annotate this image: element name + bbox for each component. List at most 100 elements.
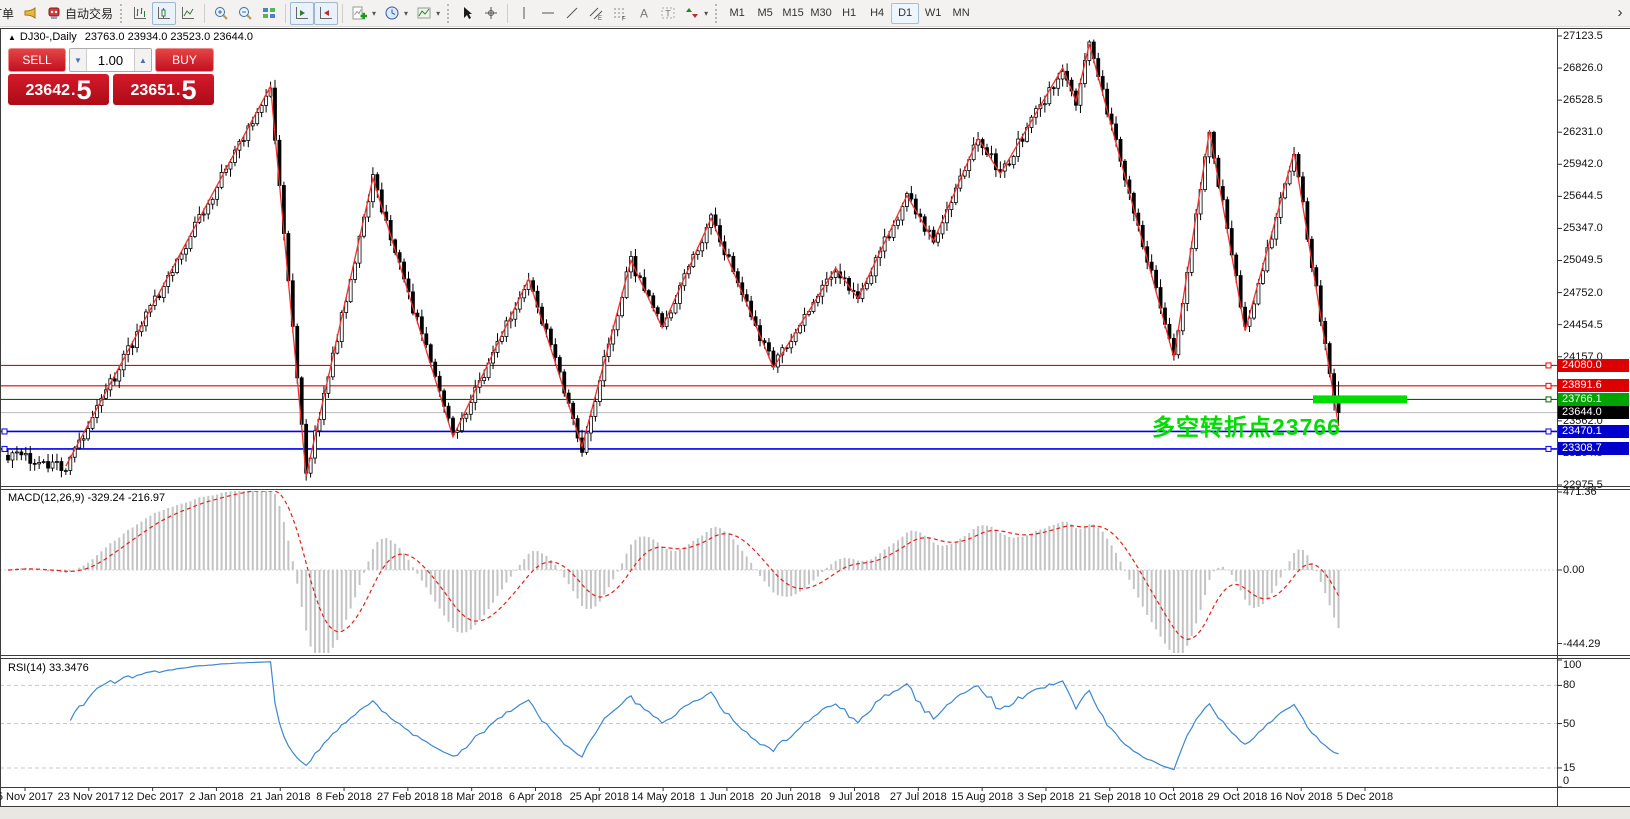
dropdown-caret-icon: ▾ [372,8,377,18]
vertical-line-tool-button[interactable] [512,2,536,25]
alert-horn-button[interactable] [18,2,42,25]
timeframe-w1-button[interactable]: W1 [919,3,947,24]
equidistant-channel-button[interactable]: E [584,2,608,25]
dropdown-caret-icon: ▾ [404,8,409,18]
trendline-tool-button[interactable] [560,2,584,25]
buy-price-display[interactable]: 23651. 5 [113,74,214,105]
toolbar-overflow-chevron[interactable]: › [1617,4,1623,21]
crosshair-button[interactable] [479,2,503,25]
macd-indicator-label: MACD(12,26,9) -329.24 -216.97 [8,492,166,504]
timeframe-group: M1 M5 M15 M30 H1 H4 D1 W1 MN [723,2,975,24]
price-level-badge: 23891.6 [1558,379,1629,393]
text-label-tool-button[interactable]: T [656,2,680,25]
zoom-in-button[interactable] [209,2,233,25]
price-axis-tick-label: 26826.0 [1563,62,1603,75]
chart-title: ▲ DJ30-,Daily 23763.0 23934.0 23523.0 2364… [8,31,253,43]
bar-chart-button[interactable] [128,2,152,25]
date-axis-label: 14 May 2018 [631,791,695,803]
buy-price-pip: 5 [181,75,197,105]
chart-shift-button[interactable] [314,1,339,25]
sell-price-display[interactable]: 23642. 5 [8,74,109,105]
toolbar-grip [715,3,720,23]
date-axis-label: 16 Nov 2018 [1269,791,1333,803]
timeframe-d1-button[interactable]: D1 [891,2,920,24]
price-level-badge: 23308.7 [1558,442,1629,456]
horizontal-line-tool-button[interactable] [536,2,560,25]
timeframe-m15-button[interactable]: M15 [779,3,807,24]
collapse-triangle-icon[interactable]: ▲ [8,33,16,42]
ohlc-values: 23763.0 23934.0 23523.0 23644.0 [84,31,253,43]
zoom-out-button[interactable] [233,2,257,25]
timeframe-m1-button[interactable]: M1 [723,3,751,24]
price-axis-tick-label: 25942.0 [1563,158,1603,171]
volume-increase-button[interactable]: ▲ [134,49,151,71]
macd-axis-tick-label: 471.36 [1563,486,1597,498]
price-axis-tick-label: 26231.0 [1563,126,1603,139]
date-axis-label: 27 Jul 2018 [889,791,947,803]
text-label-icon: T [661,7,675,19]
horizontal-line-icon [542,12,555,14]
buy-button[interactable]: BUY [155,48,214,72]
svg-text:A: A [640,7,648,21]
indicators-button[interactable]: ▾ [347,2,380,25]
line-chart-button[interactable] [176,2,200,25]
window-bottom-strip [0,807,1630,819]
date-axis-label: 18 Mar 2018 [440,791,503,803]
timeframe-mn-button[interactable]: MN [947,3,975,24]
toolbar-separator [204,3,206,23]
line-chart-icon [182,7,195,19]
templates-button[interactable]: ▾ [412,2,444,25]
new-order-label: 订单 [0,6,15,21]
autotrading-button[interactable]: 自动交易 [42,2,117,25]
one-click-trading-panel: SELL ▼ 1.00 ▲ BUY 23642. 5 23651. 5 [8,48,214,105]
rsi-axis-tick-label: 15 [1563,761,1576,774]
cursor-arrow-icon [464,7,473,19]
autotrading-label: 自动交易 [65,6,114,21]
periods-button[interactable]: ▾ [380,2,412,25]
date-axis-label: 10 Oct 2018 [1143,791,1204,803]
toolbar-separator [285,3,287,23]
sell-button[interactable]: SELL [8,48,66,72]
candlestick-chart-button[interactable] [152,1,177,25]
tile-windows-button[interactable] [257,2,281,25]
macd-axis-tick-label: -444.29 [1563,637,1601,650]
price-axis-tick-label: 25347.0 [1563,222,1603,235]
price-level-badge: 23766.1 [1558,392,1629,406]
turning-point-annotation[interactable]: 多空转折点23766 [1152,414,1341,440]
cursor-button[interactable] [455,2,479,25]
auto-scroll-button[interactable] [290,1,315,25]
trendline-icon [566,7,578,19]
price-level-badge: 23470.1 [1558,424,1629,438]
tile-windows-icon [263,8,276,18]
sell-price-main: 23642 [25,82,71,99]
timeframe-h4-button[interactable]: H4 [863,3,891,24]
rsi-axis-tick-label: 0 [1563,775,1570,787]
volume-spinner: ▼ 1.00 ▲ [69,48,152,72]
toolbar-separator [507,3,509,23]
price-axis-tick-label: 25049.5 [1563,254,1603,267]
timeframe-m5-button[interactable]: M5 [751,3,779,24]
indicators-icon [352,6,368,20]
date-axis-label: 9 Jul 2018 [829,791,880,803]
arrows-icon [686,8,699,18]
text-tool-button[interactable]: A [632,2,656,25]
date-axis-label: 5 Nov 2017 [0,791,54,803]
price-axis-tick-label: 25644.5 [1563,190,1603,203]
buy-price-main: 23651 [130,82,176,99]
volume-decrease-button[interactable]: ▼ [70,49,87,71]
timeframe-m30-button[interactable]: M30 [807,3,835,24]
new-order-button[interactable]: 订单 [0,2,18,25]
crosshair-icon [485,7,498,19]
date-axis-label: 23 Nov 2017 [57,791,120,803]
date-axis-label: 20 Jun 2018 [760,791,821,803]
date-axis-label: 21 Sep 2018 [1078,791,1141,803]
arrows-tool-button[interactable]: ▾ [680,2,712,25]
volume-input[interactable]: 1.00 [97,52,124,68]
timeframe-h1-button[interactable]: H1 [835,3,863,24]
date-axis-label: 8 Feb 2018 [316,791,372,803]
channel-icon: E [589,7,603,21]
robot-icon [48,7,60,19]
price-axis-tick-label: 27123.5 [1563,30,1603,42]
fibonacci-tool-button[interactable]: F [608,2,632,25]
